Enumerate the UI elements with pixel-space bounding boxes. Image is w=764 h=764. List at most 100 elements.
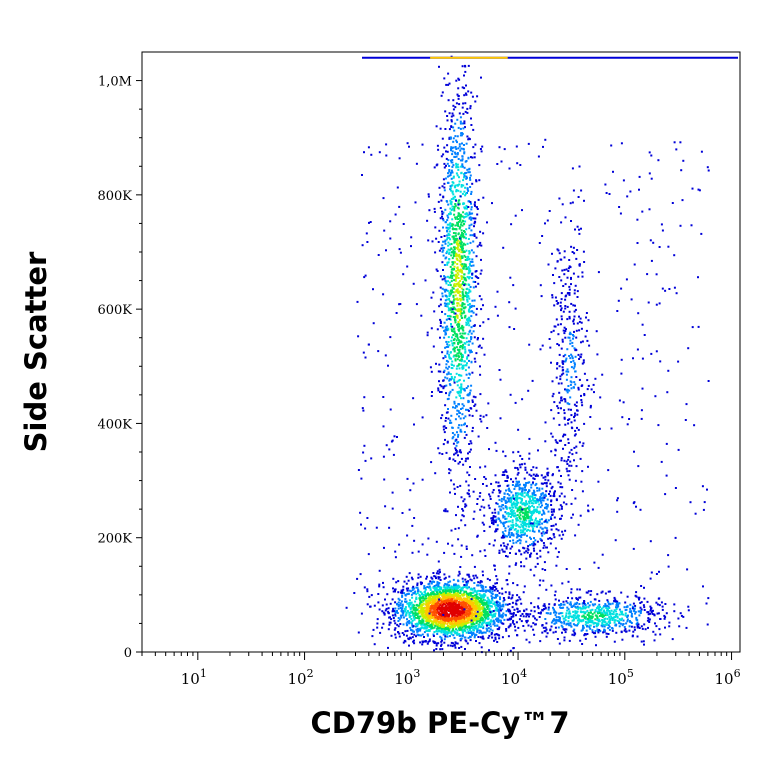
event-dot bbox=[501, 636, 504, 639]
event-dot bbox=[525, 519, 528, 522]
event-dot bbox=[496, 641, 499, 643]
event-dot bbox=[545, 546, 548, 549]
event-dot bbox=[487, 598, 490, 601]
event-dot bbox=[423, 631, 426, 634]
event-dot bbox=[397, 580, 400, 583]
event-dot bbox=[499, 596, 501, 599]
event-dot bbox=[452, 181, 455, 184]
event-dot bbox=[510, 534, 513, 537]
event-dot bbox=[495, 518, 498, 521]
event-dot bbox=[453, 332, 456, 335]
event-dot bbox=[557, 481, 560, 484]
event-dot bbox=[462, 148, 465, 151]
event-dot bbox=[457, 244, 460, 247]
event-dot bbox=[397, 605, 400, 608]
event-dot bbox=[454, 440, 457, 442]
event-dot bbox=[459, 620, 462, 623]
event-dot bbox=[536, 525, 538, 528]
event-dot bbox=[503, 544, 506, 547]
event-dot bbox=[480, 420, 483, 423]
event-dot bbox=[462, 329, 465, 332]
event-dot bbox=[534, 496, 536, 499]
event-dot bbox=[494, 595, 497, 597]
event-dot bbox=[509, 520, 512, 523]
event-dot bbox=[449, 422, 451, 424]
event-dot bbox=[435, 586, 438, 589]
event-dot bbox=[458, 450, 461, 453]
event-dot bbox=[473, 634, 476, 637]
event-dot bbox=[457, 364, 460, 367]
event-dot bbox=[448, 589, 451, 592]
event-dot bbox=[472, 614, 475, 617]
event-dot bbox=[437, 560, 440, 563]
event-dot bbox=[491, 522, 493, 524]
event-dot bbox=[552, 510, 555, 513]
event-dot bbox=[499, 621, 502, 624]
event-dot bbox=[472, 608, 475, 611]
event-dot bbox=[538, 529, 540, 532]
event-dot bbox=[466, 357, 468, 360]
event-dot bbox=[473, 405, 476, 407]
event-dot bbox=[412, 616, 415, 619]
event-dot bbox=[429, 593, 431, 596]
event-dot bbox=[459, 484, 462, 487]
event-dot bbox=[457, 221, 460, 223]
event-dot bbox=[460, 243, 463, 246]
event-dot bbox=[517, 529, 520, 532]
event-dot bbox=[451, 544, 454, 547]
event-dot bbox=[440, 155, 443, 158]
event-dot bbox=[461, 215, 464, 218]
event-dot bbox=[475, 618, 478, 621]
event-dot bbox=[497, 481, 500, 484]
event-dot bbox=[473, 203, 476, 206]
event-dot bbox=[451, 605, 454, 608]
event-dot bbox=[514, 505, 517, 508]
event-dot bbox=[405, 613, 408, 616]
event-dot bbox=[524, 518, 527, 520]
event-dot bbox=[468, 290, 471, 293]
event-dot bbox=[458, 329, 460, 332]
event-dot bbox=[433, 596, 436, 599]
event-dot bbox=[499, 519, 502, 522]
event-dot bbox=[458, 212, 461, 215]
event-dot bbox=[449, 491, 451, 494]
event-dot bbox=[465, 205, 468, 207]
event-dot bbox=[472, 217, 475, 220]
event-dot bbox=[497, 495, 500, 498]
event-dot bbox=[463, 254, 466, 257]
event-dot bbox=[529, 498, 532, 501]
event-dot bbox=[456, 413, 459, 416]
event-dot bbox=[452, 176, 455, 179]
event-dot bbox=[462, 397, 465, 400]
event-dot bbox=[385, 603, 388, 606]
event-dot bbox=[489, 495, 492, 498]
event-dot bbox=[462, 298, 465, 301]
event-dot bbox=[404, 593, 407, 596]
event-dot bbox=[469, 578, 472, 581]
event-dot bbox=[476, 593, 478, 596]
event-dot bbox=[524, 516, 527, 519]
event-dot bbox=[443, 584, 446, 587]
event-dot bbox=[477, 198, 480, 201]
event-dot bbox=[446, 236, 449, 239]
event-dot bbox=[387, 628, 390, 631]
event-dot bbox=[439, 286, 442, 289]
event-dot bbox=[455, 599, 458, 602]
event-dot bbox=[455, 139, 458, 142]
event-dot bbox=[456, 216, 459, 219]
event-dot bbox=[452, 197, 455, 200]
event-dot bbox=[519, 454, 522, 457]
event-dot bbox=[431, 602, 434, 605]
event-dot bbox=[457, 95, 460, 97]
event-dot bbox=[454, 195, 456, 198]
event-dot bbox=[440, 602, 442, 605]
event-dot bbox=[428, 624, 431, 627]
event-dot bbox=[434, 472, 437, 475]
event-dot bbox=[472, 626, 475, 629]
event-dot bbox=[480, 505, 483, 508]
event-dot bbox=[424, 627, 427, 630]
event-dot bbox=[400, 591, 403, 594]
event-dot bbox=[484, 599, 487, 602]
event-dot bbox=[502, 533, 505, 535]
event-dot bbox=[433, 619, 436, 622]
